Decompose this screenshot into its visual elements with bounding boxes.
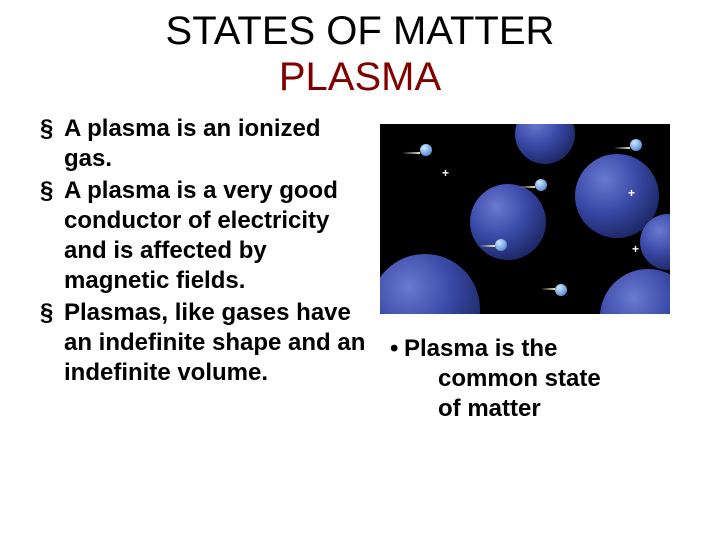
plus-icon: + <box>442 166 449 180</box>
list-item: § Plasmas, like gases have an indefinite… <box>40 298 370 388</box>
plus-icon: + <box>632 242 639 256</box>
ion-sphere <box>515 124 575 164</box>
electron-sphere <box>535 179 547 191</box>
list-item: § A plasma is an ionized gas. <box>40 114 370 174</box>
title-line-2: PLASMA <box>0 54 720 100</box>
content-area: § A plasma is an ionized gas. § A plasma… <box>0 100 720 424</box>
caption-line: common state <box>390 364 700 394</box>
bullet-text: A plasma is a very good conductor of ele… <box>64 176 370 296</box>
bullet-list: § A plasma is an ionized gas. § A plasma… <box>20 114 370 424</box>
caption-bullet: • <box>390 334 404 364</box>
bullet-marker: § <box>40 176 64 296</box>
caption-text: Plasma is the <box>404 335 557 362</box>
caption-block: •Plasma is the common state of matter <box>380 314 700 424</box>
plasma-illustration: + + + <box>380 124 670 314</box>
caption-line: of matter <box>390 394 700 424</box>
ion-sphere <box>470 184 546 260</box>
bullet-marker: § <box>40 114 64 174</box>
bullet-text: Plasmas, like gases have an indefinite s… <box>64 298 370 388</box>
slide-title: STATES OF MATTER PLASMA <box>0 0 720 100</box>
plus-icon: + <box>628 186 635 200</box>
electron-sphere <box>420 144 432 156</box>
bullet-text: A plasma is an ionized gas. <box>64 114 370 174</box>
title-line-1: STATES OF MATTER <box>0 8 720 54</box>
electron-trail <box>479 245 495 247</box>
electron-trail <box>519 186 535 188</box>
electron-trail <box>402 152 420 154</box>
bullet-marker: § <box>40 298 64 388</box>
electron-sphere <box>555 284 567 296</box>
electron-sphere <box>495 239 507 251</box>
electron-trail <box>541 288 555 290</box>
electron-sphere <box>630 139 642 151</box>
ion-sphere <box>600 269 670 314</box>
caption-line: •Plasma is the <box>390 334 700 364</box>
electron-trail <box>614 147 630 149</box>
list-item: § A plasma is a very good conductor of e… <box>40 176 370 296</box>
right-column: + + + •Plasma is the common state of matte… <box>370 114 700 424</box>
ion-sphere <box>380 254 480 314</box>
